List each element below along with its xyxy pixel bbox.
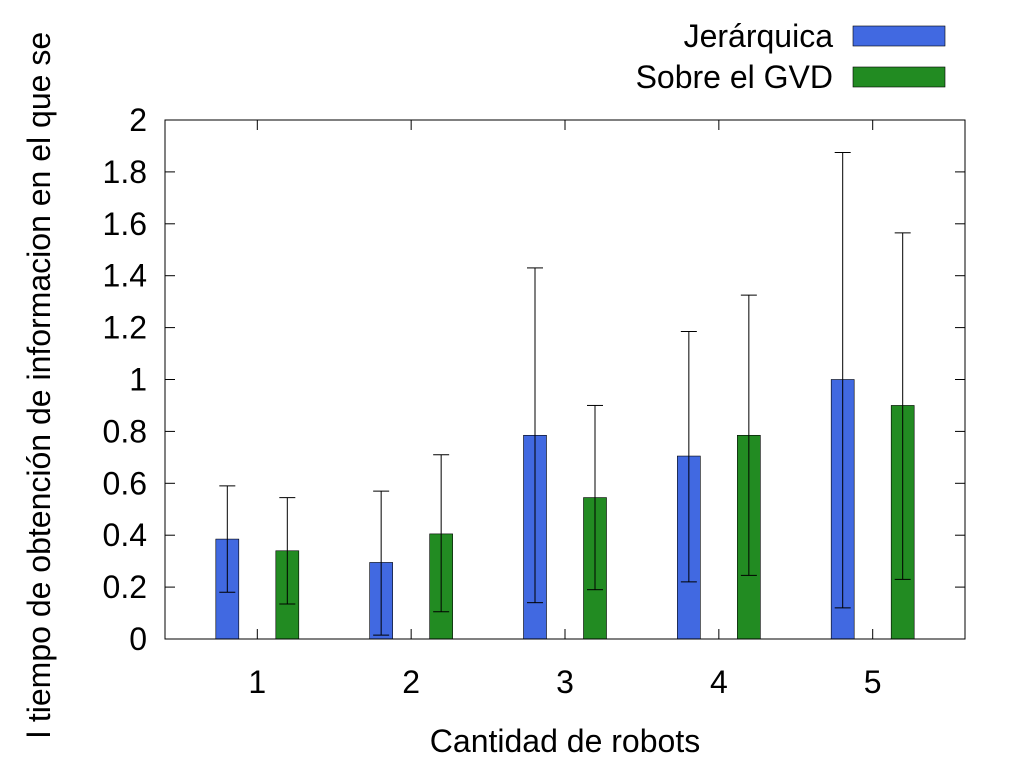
- x-tick-labels: 1 2 3 4 5: [248, 664, 881, 700]
- y-tick-label: 1.4: [103, 258, 147, 294]
- x-tick-label: 4: [710, 664, 728, 700]
- x-tick-label: 5: [864, 664, 882, 700]
- legend-swatch: [852, 25, 946, 47]
- bars: [215, 379, 915, 640]
- y-tick-labels: 0 0.2 0.4 0.6 0.8 1 1.2 1.4 1.6 1.8 2: [103, 102, 147, 657]
- x-axis-label: Cantidad de robots: [430, 723, 700, 759]
- y-tick-label: 1.8: [103, 154, 147, 190]
- legend-swatch: [852, 66, 946, 88]
- legend-label: Jerárquica: [684, 18, 834, 54]
- y-tick-label: 0.2: [103, 569, 147, 605]
- y-axis-label: l tiempo de obtención de informacion en …: [21, 32, 57, 738]
- y-tick-label: 1.6: [103, 206, 147, 242]
- legend: Jerárquica Sobre el GVD: [636, 18, 946, 95]
- y-tick-label: 1.2: [103, 310, 147, 346]
- y-tick-label: 0.4: [103, 517, 147, 553]
- tick-marks: [165, 119, 965, 640]
- legend-label: Sobre el GVD: [636, 59, 833, 95]
- y-tick-label: 0.8: [103, 413, 147, 449]
- y-tick-label: 1: [129, 362, 147, 398]
- y-tick-label: 0.6: [103, 465, 147, 501]
- x-tick-label: 3: [556, 664, 574, 700]
- y-tick-label: 2: [129, 102, 147, 138]
- y-tick-label: 0: [129, 621, 147, 657]
- x-tick-label: 1: [248, 664, 266, 700]
- error-bars: [219, 151, 911, 636]
- x-tick-label: 2: [402, 664, 420, 700]
- plot-frame: [164, 119, 966, 640]
